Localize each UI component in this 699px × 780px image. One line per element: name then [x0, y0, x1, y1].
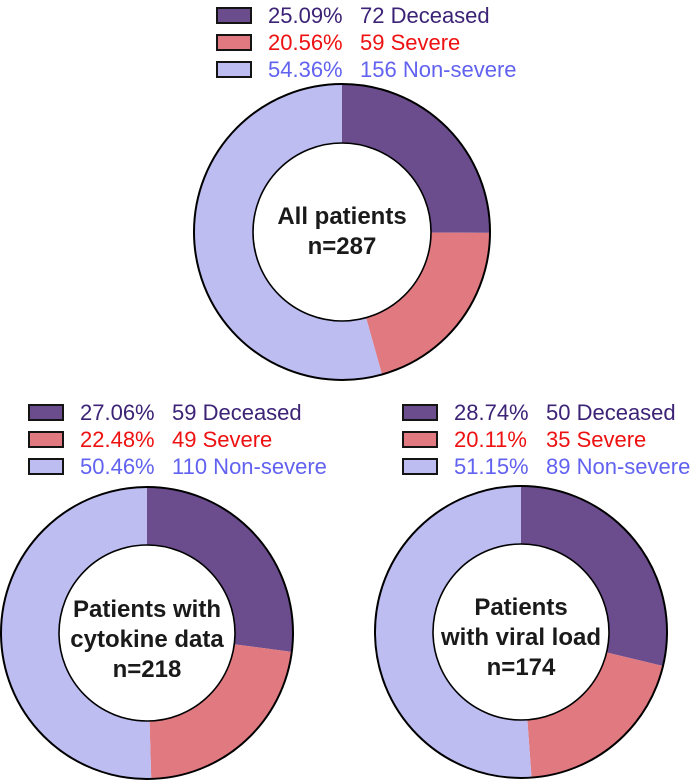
center-label-line: All patients: [277, 203, 407, 230]
legend-percent: 51.15%: [454, 453, 529, 479]
legend-count-label: 50 Deceased: [546, 399, 676, 425]
legend-row-severe: 22.48% 49 Severe: [28, 426, 327, 453]
legend-count-label: 59 Severe: [360, 29, 461, 55]
deceased-swatch-icon: [216, 7, 252, 24]
legend-percent: 54.36%: [268, 56, 343, 82]
legend-viral-load: 28.74% 50 Deceased 20.11% 35 Severe 51.15% 89…: [402, 399, 690, 480]
chart-center-label-viral-load: Patients with viral load n=174: [441, 593, 601, 683]
center-label-line: cytokine data: [70, 626, 224, 653]
center-label-line: Patients: [474, 594, 568, 621]
legend-cytokine-data: 27.06% 59 Deceased 22.48% 49 Severe 50.46% 11…: [28, 399, 327, 480]
center-label-line: Patients with: [72, 596, 222, 623]
donut-outer-ring: [374, 485, 668, 779]
center-label-line: n=218: [112, 656, 182, 683]
center-label-line: with viral load: [440, 624, 602, 651]
legend-percent: 25.09%: [268, 2, 343, 28]
legend-count-label: 59 Deceased: [172, 399, 302, 425]
non-severe-swatch-icon: [402, 458, 438, 475]
legend-count-label: 110 Non-severe: [172, 453, 327, 479]
severe-swatch-icon: [216, 34, 252, 51]
legend-row-severe: 20.11% 35 Severe: [402, 426, 690, 453]
severe-swatch-icon: [28, 431, 64, 448]
legend-row-deceased: 27.06% 59 Deceased: [28, 399, 327, 426]
legend-count-label: 35 Severe: [546, 426, 647, 452]
legend-count-label: 156 Non-severe: [360, 56, 517, 82]
legend-count-label: 89 Non-severe: [546, 453, 691, 479]
donut-outer-ring: [0, 486, 294, 780]
deceased-swatch-icon: [402, 404, 438, 421]
legend-count-label: 49 Severe: [172, 426, 273, 452]
severe-swatch-icon: [402, 431, 438, 448]
chart-center-label-cytokine-data: Patients with cytokine data n=218: [70, 595, 223, 685]
center-label-line: n=287: [307, 233, 377, 260]
donut-inner-hole: [252, 142, 432, 322]
donut-inner-hole: [58, 544, 236, 722]
donut-chart-viral-load: [374, 485, 668, 779]
legend-row-non-severe: 51.15% 89 Non-severe: [402, 453, 690, 480]
donut-inner-hole: [432, 543, 610, 721]
chart-center-label-all-patients: All patients n=287: [277, 202, 406, 262]
legend-percent: 27.06%: [80, 399, 155, 425]
legend-row-severe: 20.56% 59 Severe: [216, 29, 517, 56]
legend-row-deceased: 25.09% 72 Deceased: [216, 2, 517, 29]
legend-percent: 20.11%: [454, 426, 527, 452]
non-severe-swatch-icon: [28, 458, 64, 475]
legend-percent: 22.48%: [80, 426, 155, 452]
donut-chart-cytokine-data: [0, 486, 294, 780]
legend-row-non-severe: 54.36% 156 Non-severe: [216, 56, 517, 83]
legend-percent: 28.74%: [454, 399, 529, 425]
donut-outer-ring: [193, 83, 491, 381]
legend-row-deceased: 28.74% 50 Deceased: [402, 399, 690, 426]
donut-chart-all-patients: [193, 83, 491, 381]
deceased-swatch-icon: [28, 404, 64, 421]
non-severe-swatch-icon: [216, 61, 252, 78]
legend-row-non-severe: 50.46% 110 Non-severe: [28, 453, 327, 480]
legend-percent: 20.56%: [268, 29, 343, 55]
legend-count-label: 72 Deceased: [360, 2, 490, 28]
legend-percent: 50.46%: [80, 453, 155, 479]
legend-all-patients: 25.09% 72 Deceased 20.56% 59 Severe 54.36% 15…: [216, 2, 517, 83]
center-label-line: n=174: [486, 654, 556, 681]
